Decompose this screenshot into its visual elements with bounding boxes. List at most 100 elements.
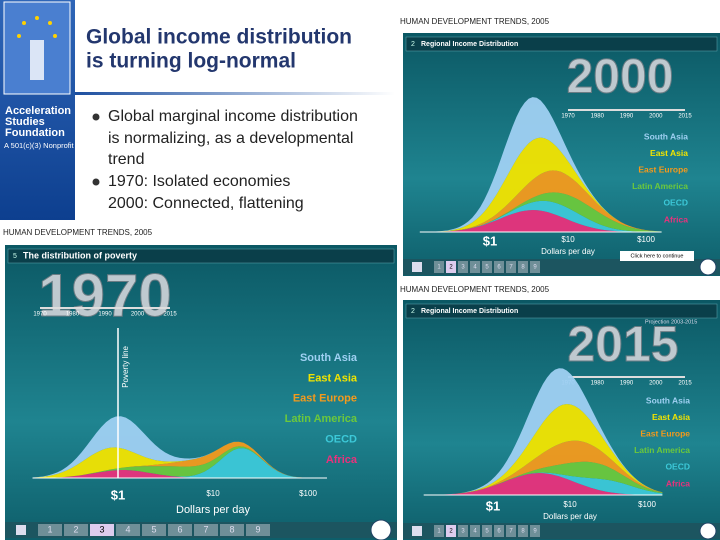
timeline-label: 2000 <box>649 114 663 120</box>
timeline-label: 1990 <box>98 312 112 318</box>
nav-page[interactable] <box>446 525 456 537</box>
nav-page[interactable] <box>506 261 516 273</box>
year-display: 1970 <box>38 262 171 329</box>
nav-page[interactable] <box>446 261 456 273</box>
nav-page-label[interactable]: 7 <box>509 265 513 271</box>
nav-page[interactable] <box>470 261 480 273</box>
continue-label[interactable]: Click here to continue <box>631 253 684 259</box>
org-tagline: A 501(c)(3) Nonprofit <box>4 141 75 150</box>
legend-entry: East Europe <box>638 164 688 174</box>
timeline-label: 1970 <box>561 114 575 120</box>
legend-entry: Latin America <box>285 413 358 425</box>
continue-box[interactable] <box>620 251 694 261</box>
nav-page[interactable] <box>494 261 504 273</box>
region-area <box>423 440 663 495</box>
timeline-label: 1980 <box>591 381 605 387</box>
nav-page[interactable] <box>458 525 468 537</box>
nav-page-label[interactable]: 1 <box>437 265 441 271</box>
nav-page[interactable] <box>530 525 540 537</box>
next-button[interactable] <box>370 519 392 540</box>
nav-page-label[interactable]: 5 <box>485 265 489 271</box>
next-button[interactable] <box>699 258 717 276</box>
nav-page-label[interactable]: 9 <box>533 529 537 535</box>
nav-page-label[interactable]: 9 <box>255 524 260 534</box>
x-label: $1 <box>111 487 125 502</box>
panel-heading: The distribution of poverty <box>23 250 137 260</box>
legend-entry: South Asia <box>646 395 690 405</box>
nav-page[interactable] <box>38 524 62 536</box>
nav-page-label[interactable]: 3 <box>99 524 104 534</box>
bullet-dot <box>92 178 100 186</box>
nav-page[interactable] <box>90 524 114 536</box>
panel-number: 2 <box>411 41 415 48</box>
nav-page[interactable] <box>482 525 492 537</box>
region-area <box>32 446 327 478</box>
nav-page-label[interactable]: 6 <box>177 524 182 534</box>
nav-page[interactable] <box>470 525 480 537</box>
nav-page[interactable] <box>64 524 88 536</box>
region-area <box>32 448 327 478</box>
region-area <box>423 461 663 495</box>
nav-page-label[interactable]: 9 <box>533 265 537 271</box>
nav-page-label[interactable]: 7 <box>509 529 513 535</box>
nav-page[interactable] <box>494 525 504 537</box>
nav-page-label[interactable]: 4 <box>473 529 477 535</box>
nav-page-label[interactable]: 7 <box>203 524 208 534</box>
nav-page-label[interactable]: 6 <box>497 265 501 271</box>
org-name: Acceleration <box>5 105 71 117</box>
title-rule <box>75 92 395 95</box>
x-title: Dollars per day <box>541 247 595 256</box>
nav-page-label[interactable]: 2 <box>449 265 453 271</box>
nav-page-label[interactable]: 3 <box>461 529 465 535</box>
timeline-label: 1990 <box>620 381 634 387</box>
nav-page-label[interactable]: 2 <box>73 524 78 534</box>
x-label: $100 <box>638 500 656 509</box>
nav-page[interactable] <box>220 524 244 536</box>
nav-page[interactable] <box>168 524 192 536</box>
nav-icon[interactable] <box>16 525 26 535</box>
nav-page[interactable] <box>246 524 270 536</box>
nav-page[interactable] <box>434 261 444 273</box>
x-label: $1 <box>486 498 500 513</box>
year-display: 2000 <box>567 51 674 104</box>
next-button[interactable] <box>699 522 717 540</box>
timeline-label: 2015 <box>678 381 692 387</box>
bullet-text: trend <box>108 151 144 168</box>
x-label: $10 <box>561 235 575 244</box>
nav-page[interactable] <box>506 525 516 537</box>
nav-page-label[interactable]: 2 <box>449 529 453 535</box>
region-area <box>423 368 663 495</box>
nav-page[interactable] <box>116 524 140 536</box>
legend-entry: Latin America <box>634 445 690 455</box>
nav-page-label[interactable]: 3 <box>461 265 465 271</box>
nav-page[interactable] <box>518 261 528 273</box>
nav-page[interactable] <box>434 525 444 537</box>
nav-page-label[interactable]: 6 <box>497 529 501 535</box>
panel-source: HUMAN DEVELOPMENT TRENDS, 2005 <box>400 285 550 294</box>
nav-page-label[interactable]: 8 <box>521 529 525 535</box>
nav-page-label[interactable]: 5 <box>485 529 489 535</box>
nav-page[interactable] <box>142 524 166 536</box>
panel-header <box>405 303 718 319</box>
logo-stars <box>17 16 57 38</box>
nav-page[interactable] <box>458 261 468 273</box>
nav-page-label[interactable]: 1 <box>47 524 52 534</box>
legend-entry: OECD <box>325 434 357 446</box>
nav-page[interactable] <box>530 261 540 273</box>
nav-icon[interactable] <box>412 262 422 272</box>
nav-page-label[interactable]: 8 <box>521 265 525 271</box>
region-area <box>32 441 327 478</box>
nav-page[interactable] <box>518 525 528 537</box>
nav-page-label[interactable]: 5 <box>151 524 156 534</box>
nav-page-label[interactable]: 4 <box>125 524 130 534</box>
x-title: Dollars per day <box>543 512 597 521</box>
logo-mark <box>30 40 44 80</box>
nav-page-label[interactable]: 4 <box>473 265 477 271</box>
nav-page-label[interactable]: 1 <box>437 529 441 535</box>
projection-note: Projection 2003-2015 <box>645 319 697 325</box>
nav-icon[interactable] <box>412 526 422 536</box>
x-label: $100 <box>299 489 317 498</box>
nav-page[interactable] <box>194 524 218 536</box>
nav-page[interactable] <box>482 261 492 273</box>
nav-page-label[interactable]: 8 <box>229 524 234 534</box>
